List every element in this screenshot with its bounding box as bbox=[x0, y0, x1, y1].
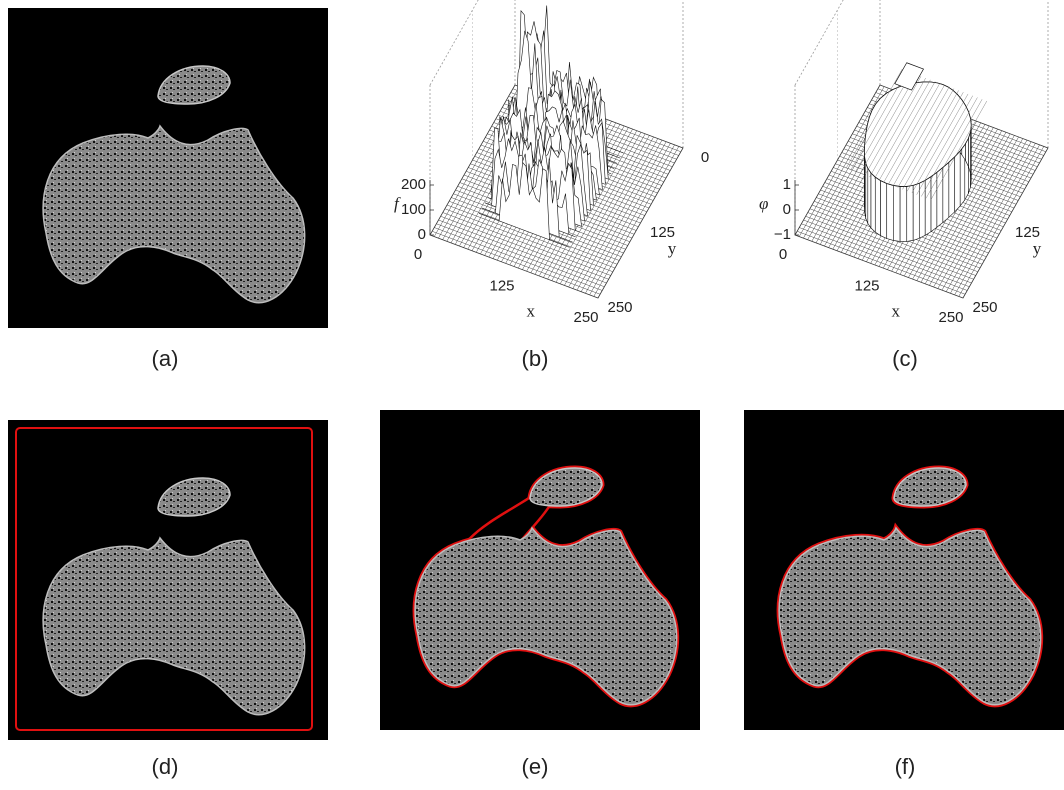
x-tick-label: 0 bbox=[779, 246, 787, 263]
y-tick-label: 250 bbox=[972, 299, 997, 316]
x-tick-label: 125 bbox=[854, 277, 879, 294]
image-panel bbox=[8, 420, 328, 740]
z-tick-label: 0 bbox=[418, 226, 426, 243]
z-tick-label: 1 bbox=[783, 176, 791, 193]
panel-label: (d) bbox=[152, 754, 179, 779]
wall bbox=[919, 180, 925, 238]
z-tick-label: 0 bbox=[783, 201, 791, 218]
wall bbox=[900, 186, 907, 241]
wall bbox=[925, 177, 931, 236]
z-tick-label: 200 bbox=[401, 176, 426, 193]
z-axis-label: φ bbox=[759, 194, 768, 213]
y-tick-label: 0 bbox=[701, 149, 709, 166]
x-tick-label: 250 bbox=[573, 309, 598, 326]
panel-label: (c) bbox=[892, 346, 918, 371]
z-tick-label: 100 bbox=[401, 201, 426, 218]
y-tick-label: 250 bbox=[607, 299, 632, 316]
image-panel bbox=[380, 410, 700, 730]
wall bbox=[943, 162, 949, 222]
page: {"panels": [ {"label": "(a)"}, {"label":… bbox=[0, 0, 1064, 785]
z-tick-label: −1 bbox=[774, 226, 791, 243]
x-tick-label: 250 bbox=[938, 309, 963, 326]
x-tick-label: 125 bbox=[489, 277, 514, 294]
wall bbox=[907, 185, 913, 241]
panel-label: (e) bbox=[522, 754, 549, 779]
figure: 2001000f0125250x0125250y10−1φ0125250x012… bbox=[0, 0, 1064, 785]
y-axis-label: y bbox=[668, 239, 677, 258]
wall bbox=[875, 177, 880, 236]
x-axis-label: x bbox=[527, 302, 536, 321]
wall bbox=[893, 185, 900, 241]
wall bbox=[931, 172, 937, 231]
panel-label: (a) bbox=[152, 346, 179, 371]
panel-label: (b) bbox=[522, 346, 549, 371]
wall bbox=[949, 157, 955, 218]
panel-label: (f) bbox=[895, 754, 916, 779]
surface-plot: 10−1φ0125250x0125250y bbox=[759, 0, 1064, 326]
image-panel bbox=[744, 410, 1064, 730]
image-panel bbox=[8, 8, 328, 328]
z-axis-label: f bbox=[394, 194, 401, 213]
wall bbox=[887, 183, 894, 240]
wall bbox=[881, 181, 887, 239]
wall bbox=[937, 167, 943, 227]
x-axis-label: x bbox=[892, 302, 901, 321]
x-tick-label: 0 bbox=[414, 246, 422, 263]
wall bbox=[868, 168, 871, 228]
y-axis-label: y bbox=[1033, 239, 1042, 258]
wall bbox=[871, 173, 875, 232]
wall bbox=[955, 151, 960, 212]
